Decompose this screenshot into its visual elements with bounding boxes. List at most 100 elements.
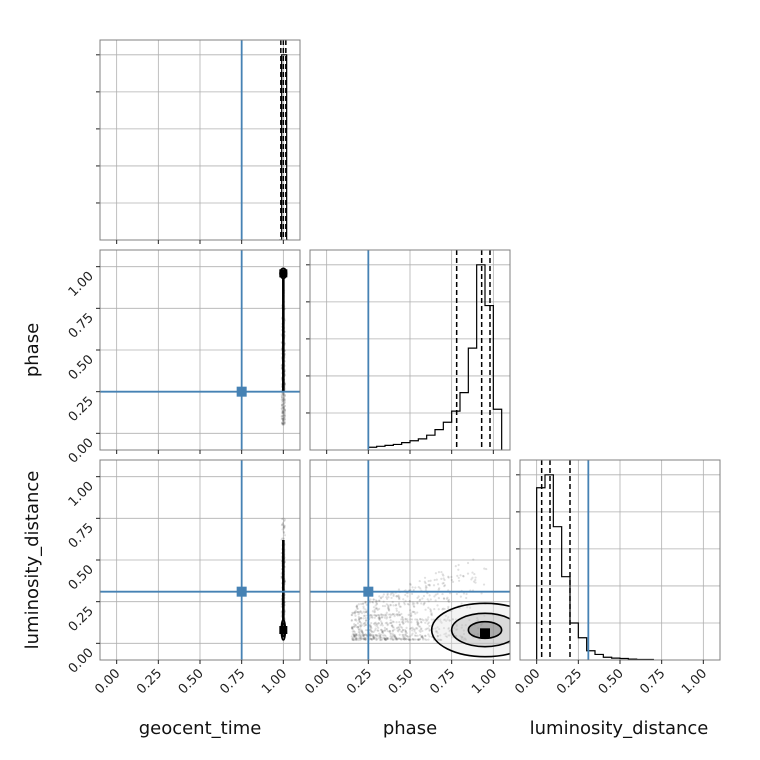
- sample-point: [360, 629, 364, 632]
- sample-point: [403, 628, 407, 632]
- sample-point: [402, 622, 405, 625]
- sample-point: [359, 616, 363, 620]
- sample-point: [369, 634, 373, 637]
- sample-point: [439, 638, 442, 641]
- sample-point: [353, 635, 356, 638]
- sample-point: [373, 636, 376, 639]
- sample-point: [364, 610, 368, 613]
- sample-point: [385, 636, 388, 639]
- sample-point: [396, 629, 399, 632]
- sample-point: [369, 623, 372, 627]
- sample-point: [401, 616, 404, 619]
- sample-point: [391, 600, 394, 604]
- sample-point: [406, 595, 409, 598]
- sample-point: [447, 626, 450, 630]
- sample-point: [363, 622, 366, 625]
- sample-point: [378, 616, 381, 619]
- sample-point: [355, 637, 359, 640]
- density-peak: [480, 628, 490, 639]
- sample-point: [364, 600, 367, 603]
- sample-point: [282, 406, 285, 409]
- sample-point: [440, 638, 443, 642]
- sample-point: [380, 638, 384, 641]
- sample-point: [459, 634, 462, 637]
- sample-point: [465, 592, 468, 596]
- sample-point: [357, 610, 360, 614]
- sample-point: [377, 622, 381, 625]
- sample-point: [353, 611, 356, 614]
- sample-point: [377, 616, 380, 620]
- sample-point: [386, 604, 390, 607]
- sample-point: [389, 616, 392, 619]
- sample-point: [357, 625, 360, 628]
- sample-point: [437, 608, 440, 611]
- sample-point: [419, 587, 422, 590]
- sample-point: [386, 637, 389, 641]
- sample-point: [375, 614, 378, 618]
- sample-point: [352, 612, 355, 615]
- sample-point: [355, 633, 359, 636]
- sample-point: [283, 394, 286, 397]
- sample-point: [281, 401, 284, 404]
- sample-point: [355, 637, 358, 640]
- sample-point: [429, 609, 433, 612]
- sample-point: [376, 613, 379, 617]
- sample-point: [372, 598, 375, 601]
- sample-point: [459, 595, 462, 598]
- sample-point: [383, 637, 387, 640]
- sample-point: [364, 633, 367, 636]
- sample-point: [392, 638, 395, 642]
- sample-point: [363, 611, 366, 614]
- sample-point: [397, 603, 401, 606]
- sample-point: [378, 595, 381, 598]
- sample-point: [380, 613, 383, 616]
- sample-point: [371, 616, 374, 619]
- sample-point: [352, 634, 355, 637]
- sample-point: [397, 626, 401, 629]
- sample-point: [281, 421, 284, 424]
- hist-panel-phase: [306, 249, 511, 454]
- sample-point: [389, 633, 392, 636]
- sample-point: [391, 638, 395, 641]
- sample-point: [390, 592, 393, 595]
- sample-point: [359, 634, 362, 637]
- sample-point: [283, 414, 287, 417]
- sample-point: [356, 622, 360, 625]
- panel-luminosity_distance-vs-geocent_time: 0.000.00 0.25 0.25 0.50 0.50 0.75 0.75 1.00 1.00: [66, 459, 301, 697]
- sample-point: [352, 633, 355, 636]
- sample-point: [451, 618, 455, 621]
- sample-point: [391, 620, 394, 623]
- sample-point: [450, 609, 453, 613]
- sample-point: [395, 613, 398, 616]
- x-tick-label: 0.75: [637, 666, 668, 697]
- sample-point: [281, 409, 284, 413]
- sample-point: [454, 565, 457, 568]
- sample-point: [462, 632, 466, 636]
- sample-point: [441, 582, 444, 585]
- sample-point: [411, 603, 414, 606]
- sample-point: [403, 603, 406, 606]
- sample-point: [350, 619, 353, 622]
- sample-point: [364, 608, 367, 611]
- sample-point: [282, 525, 285, 528]
- sample-point: [381, 616, 384, 619]
- sample-point: [420, 620, 423, 624]
- sample-point: [281, 411, 284, 414]
- sample-point: [378, 634, 382, 637]
- sample-point: [424, 589, 428, 592]
- sample-point: [470, 578, 473, 581]
- sample-point: [437, 638, 440, 642]
- x-tick-label: 0.75: [217, 666, 248, 697]
- sample-point: [385, 638, 388, 642]
- sample-point: [281, 412, 284, 415]
- sample-point: [440, 621, 443, 624]
- sample-point: [281, 517, 284, 521]
- sample-point: [281, 523, 284, 526]
- sample-point: [282, 422, 285, 425]
- sample-point: [436, 604, 439, 607]
- sample-point: [417, 586, 420, 589]
- sample-point: [402, 636, 406, 639]
- x-tick-label: 0.25: [344, 666, 375, 697]
- sample-point: [283, 525, 286, 528]
- sample-point: [447, 616, 450, 619]
